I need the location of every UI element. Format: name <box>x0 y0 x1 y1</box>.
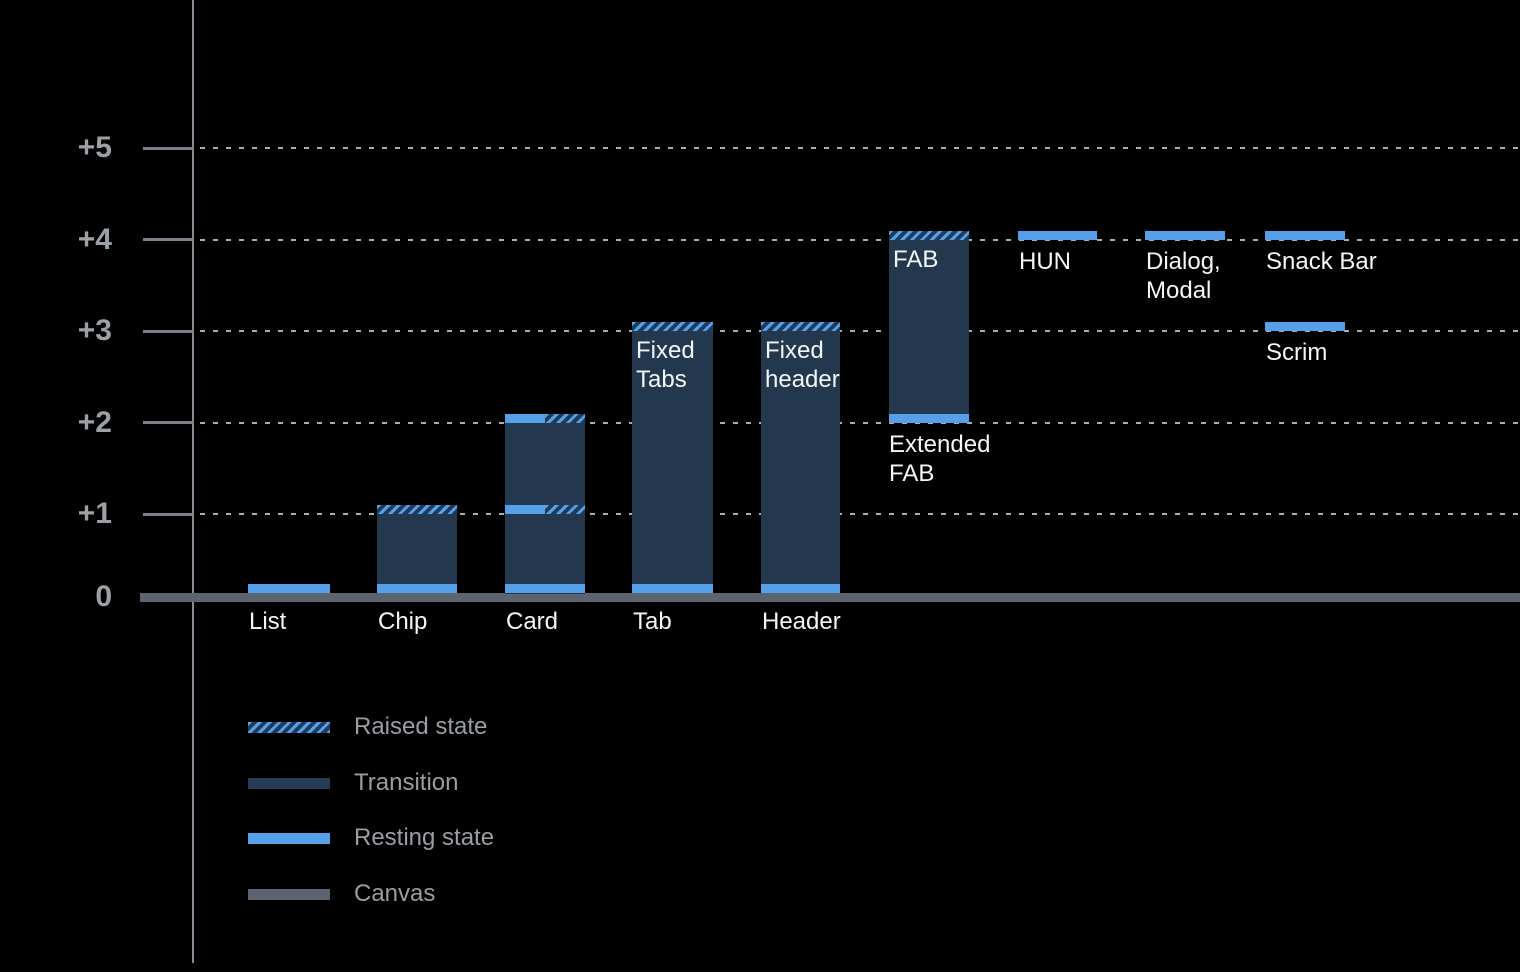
strip-tab-resting <box>632 584 713 593</box>
strip-label-scrim: Scrim <box>1266 339 1328 366</box>
strip-header-resting <box>761 584 840 593</box>
strip-chip-raised <box>377 505 457 514</box>
y-axis-line <box>192 0 194 963</box>
strip-card-raised <box>545 414 585 423</box>
bar-fab-extended-fab-transition <box>889 231 969 423</box>
legend-item-raised-state: Raised state <box>248 711 487 743</box>
y-axis-label: +4 <box>77 223 112 256</box>
y-axis-label: 0 <box>95 580 112 613</box>
strip-label-dialog-modal: Dialog, Modal <box>1146 248 1221 304</box>
bar-chip-transition <box>377 505 457 593</box>
bar-inner-label-fab-extended-fab: FAB <box>893 246 939 273</box>
canvas-baseline <box>140 593 1520 602</box>
strip-scrim-resting <box>1265 322 1345 331</box>
strip-chip-resting <box>377 584 457 593</box>
bar-inner-label-header: Fixed header <box>765 337 840 393</box>
strip-label-hun: HUN <box>1019 248 1071 275</box>
legend-label: Resting state <box>354 824 495 851</box>
y-axis-tick <box>143 147 193 150</box>
legend-label: Transition <box>354 769 459 796</box>
legend-label: Canvas <box>354 880 436 907</box>
legend-label: Raised state <box>354 713 488 740</box>
strip-hun-resting <box>1018 231 1097 240</box>
strip-snack-bar-resting <box>1265 231 1345 240</box>
strip-fab-extended-fab-raised <box>889 231 969 240</box>
below-bar-label-fab-extended-fab: Extended FAB <box>889 431 991 487</box>
y-axis-label: +1 <box>77 497 112 530</box>
legend-item-canvas: Canvas <box>248 878 435 910</box>
canvas-swatch-icon <box>248 888 330 900</box>
y-axis-label: +3 <box>77 314 112 347</box>
strip-header-raised <box>761 322 840 331</box>
strip-tab-raised <box>632 322 713 331</box>
strip-card-resting <box>505 505 545 514</box>
y-axis-tick <box>143 238 193 241</box>
dotted-gridline <box>200 239 1520 241</box>
dotted-gridline <box>200 513 1520 515</box>
strip-fab-extended-fab-resting <box>889 414 969 423</box>
y-axis-tick <box>143 330 193 333</box>
y-axis-tick <box>143 513 193 516</box>
bar-card-transition <box>505 414 585 594</box>
dotted-gridline <box>200 330 1520 332</box>
raised-state-swatch-icon <box>248 721 330 733</box>
y-axis-label: +5 <box>77 131 112 164</box>
category-label-card: Card <box>506 608 559 635</box>
strip-card-resting <box>505 584 585 593</box>
strip-label-snack-bar: Snack Bar <box>1266 248 1377 275</box>
bar-tab-transition <box>632 322 713 593</box>
category-label-header: Header <box>762 608 841 635</box>
strip-card-raised <box>545 505 585 514</box>
strip-list-resting <box>248 584 330 593</box>
category-label-chip: Chip <box>378 608 428 635</box>
legend-item-resting-state: Resting state <box>248 822 494 854</box>
bar-inner-label-tab: Fixed Tabs <box>636 337 695 393</box>
category-label-list: List <box>249 608 287 635</box>
legend-item-transition: Transition <box>248 767 458 799</box>
transition-swatch-icon <box>248 777 330 789</box>
dotted-gridline <box>200 147 1520 149</box>
bar-header-transition <box>761 322 840 593</box>
strip-card-resting <box>505 414 545 423</box>
y-axis-label: +2 <box>77 406 112 439</box>
y-axis-tick <box>143 421 193 424</box>
category-label-tab: Tab <box>633 608 672 635</box>
dotted-gridline <box>200 422 1520 424</box>
strip-dialog-modal-resting <box>1145 231 1225 240</box>
resting-state-swatch-icon <box>248 832 330 844</box>
